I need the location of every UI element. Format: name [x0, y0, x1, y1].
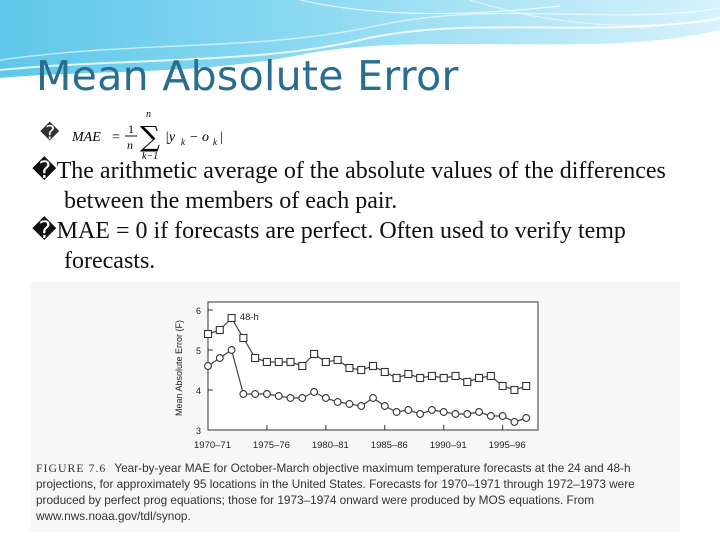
data-point: [333, 355, 342, 365]
data-point: [262, 390, 271, 398]
formula-denominator: n: [127, 138, 133, 152]
data-point: [380, 402, 389, 410]
formula-bullet-marker: �: [40, 122, 60, 144]
data-point: [486, 412, 495, 420]
data-point: [522, 381, 531, 391]
y-tick-label: 6: [196, 306, 201, 316]
data-point: [203, 329, 213, 339]
formula-close: |: [220, 130, 223, 145]
sigma-symbol: ∑: [140, 120, 160, 153]
data-point: [416, 410, 425, 418]
data-point: [239, 333, 248, 343]
data-point: [404, 406, 413, 414]
caption-text: Year-by-year MAE for October-March objec…: [36, 461, 635, 523]
formula-numerator: 1: [128, 122, 134, 136]
series-line: [207, 349, 527, 423]
formula-lhs: MAE: [71, 130, 101, 145]
series-label: 48-h: [240, 312, 259, 323]
y-tick-label: 3: [196, 426, 201, 436]
bullet-item: �The arithmetic average of the absolute …: [32, 156, 692, 216]
data-point: [215, 325, 224, 335]
data-point: [368, 361, 378, 371]
data-point: [286, 357, 295, 367]
bullet-marker: �: [32, 218, 57, 244]
data-point: [298, 394, 307, 402]
data-point: [427, 406, 436, 414]
data-point: [439, 408, 448, 416]
data-point: [251, 390, 260, 398]
data-point: [439, 373, 448, 383]
x-tick-label: 1995–96: [489, 440, 526, 451]
data-point: [369, 394, 377, 402]
data-point: [227, 346, 236, 354]
data-point: [274, 357, 283, 367]
data-point: [357, 365, 366, 375]
header-banner: [0, 0, 720, 110]
data-point: [510, 385, 519, 395]
data-point: [321, 357, 330, 367]
data-point: [345, 400, 354, 408]
x-tick-label: 1990–91: [430, 440, 467, 451]
data-point: [227, 313, 236, 323]
bullet-text: MAE = 0 if forecasts are perfect. Often …: [56, 218, 626, 274]
formula-equals: =: [112, 130, 120, 145]
caption-label: FIGURE 7.6: [36, 461, 107, 475]
data-point: [404, 369, 413, 379]
data-point: [498, 381, 507, 391]
mae-formula: MAE = 1 n n ∑ k−1 |y k − o k |: [71, 109, 223, 162]
bullet-text: The arithmetic average of the absolute v…: [56, 158, 666, 214]
x-tick-label: 1985–86: [371, 440, 408, 451]
y-axis-label: Mean Absolute Error (F): [174, 320, 184, 416]
data-point: [451, 371, 460, 381]
bullet-marker: �: [32, 158, 57, 184]
data-point: [522, 414, 531, 422]
mae-chart: 3 4 5 6 1970–71 1975–76 1980–81 1985–86 1990–91 1…: [174, 301, 539, 451]
data-point: [463, 377, 472, 387]
data-point: [204, 362, 212, 370]
data-point: [215, 354, 224, 362]
formula-term: |y: [165, 130, 176, 145]
formula-upper-limit: n: [146, 109, 151, 120]
formula-minus-o: − o: [189, 130, 209, 145]
data-point: [475, 373, 484, 383]
data-point: [239, 390, 248, 398]
data-point: [392, 408, 401, 416]
data-point: [310, 349, 319, 359]
bullet-item: �MAE = 0 if forecasts are perfect. Often…: [32, 216, 692, 276]
x-tick-label: 1970–71: [194, 440, 231, 451]
data-point: [262, 357, 271, 367]
data-point: [392, 373, 401, 383]
data-point: [286, 394, 295, 402]
y-tick-label: 5: [196, 346, 201, 356]
series-line: [207, 317, 527, 391]
data-point: [380, 367, 389, 377]
bullet-list: �The arithmetic average of the absolute …: [32, 156, 692, 276]
x-tick-label: 1980–81: [312, 440, 349, 451]
data-point: [333, 398, 342, 406]
data-point: [498, 412, 507, 420]
data-point: [416, 373, 425, 383]
data-point: [298, 361, 307, 371]
data-point: [510, 418, 519, 426]
formula-lower-limit: k−1: [142, 151, 158, 162]
data-point: [463, 410, 472, 418]
data-point: [475, 408, 484, 416]
figure-caption: FIGURE 7.6 Year-by-year MAE for October-M…: [36, 460, 672, 524]
data-point: [427, 371, 436, 381]
data-point: [310, 388, 319, 396]
data-point: [486, 371, 495, 381]
x-tick-label: 1975–76: [253, 440, 290, 451]
data-point: [357, 402, 366, 410]
y-tick-label: 4: [196, 386, 201, 396]
formula-sub-o: k: [213, 137, 218, 147]
figure-7-6: 3 4 5 6 1970–71 1975–76 1980–81 1985–86 1990–91 1…: [30, 282, 680, 532]
data-point: [451, 410, 460, 418]
data-point: [274, 392, 283, 400]
formula-sub-y: k: [181, 137, 186, 147]
data-point: [345, 363, 354, 373]
slide-title: Mean Absolute Error: [36, 52, 459, 100]
data-point: [321, 394, 330, 402]
data-point: [251, 353, 260, 363]
